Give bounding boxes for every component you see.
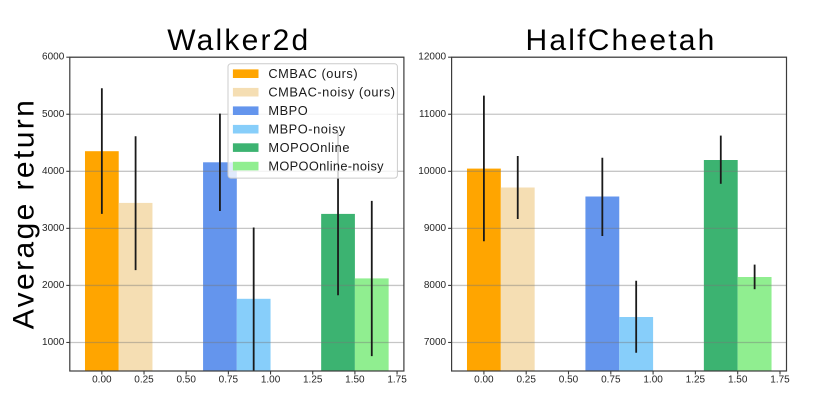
svg-text:MOPOOnline: MOPOOnline xyxy=(268,140,350,155)
svg-text:1.25: 1.25 xyxy=(686,375,706,386)
svg-text:CMBAC (ours): CMBAC (ours) xyxy=(268,66,358,81)
svg-text:4000: 4000 xyxy=(42,166,65,177)
svg-text:1.50: 1.50 xyxy=(728,375,748,386)
svg-text:MBPO: MBPO xyxy=(268,103,308,118)
svg-text:0.25: 0.25 xyxy=(134,375,154,386)
svg-text:1.50: 1.50 xyxy=(345,375,365,386)
svg-text:12000: 12000 xyxy=(418,52,446,63)
svg-text:9000: 9000 xyxy=(424,223,447,234)
svg-text:11000: 11000 xyxy=(419,109,447,120)
svg-text:5000: 5000 xyxy=(42,109,65,120)
svg-text:1.25: 1.25 xyxy=(303,375,323,386)
svg-text:1.00: 1.00 xyxy=(261,375,281,386)
svg-text:1.75: 1.75 xyxy=(387,375,407,386)
svg-text:0.25: 0.25 xyxy=(516,375,536,386)
svg-text:Average return: Average return xyxy=(7,98,40,330)
svg-text:7000: 7000 xyxy=(424,337,447,348)
svg-text:0.00: 0.00 xyxy=(92,375,112,386)
svg-text:MOPOOnline-noisy: MOPOOnline-noisy xyxy=(268,159,384,174)
svg-text:CMBAC-noisy (ours): CMBAC-noisy (ours) xyxy=(268,85,395,100)
svg-text:Walker2d: Walker2d xyxy=(167,24,310,57)
svg-text:6000: 6000 xyxy=(42,52,65,63)
svg-text:1.00: 1.00 xyxy=(643,375,663,386)
svg-text:HalfCheetah: HalfCheetah xyxy=(526,24,717,57)
svg-text:3000: 3000 xyxy=(42,223,65,234)
svg-text:1000: 1000 xyxy=(42,337,65,348)
svg-text:0.50: 0.50 xyxy=(559,375,579,386)
svg-text:0.75: 0.75 xyxy=(219,375,239,386)
svg-text:2000: 2000 xyxy=(42,280,65,291)
svg-text:0.75: 0.75 xyxy=(601,375,621,386)
svg-text:1.75: 1.75 xyxy=(770,375,790,386)
svg-text:8000: 8000 xyxy=(424,280,447,291)
svg-text:0.50: 0.50 xyxy=(176,375,196,386)
svg-text:MBPO-noisy: MBPO-noisy xyxy=(268,122,345,137)
svg-text:10000: 10000 xyxy=(418,166,446,177)
svg-text:0.00: 0.00 xyxy=(474,375,494,386)
